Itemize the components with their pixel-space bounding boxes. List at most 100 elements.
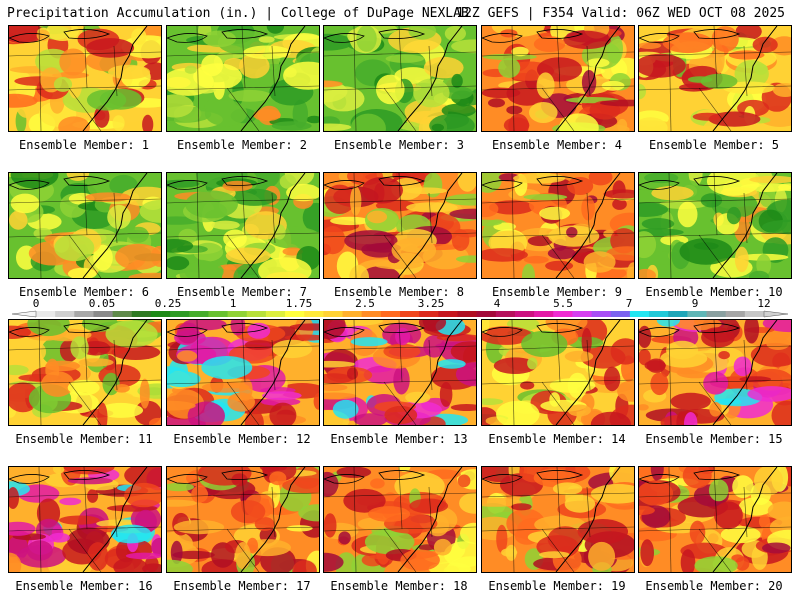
precip-blob	[506, 508, 546, 539]
precip-blob	[709, 402, 722, 417]
precip-blob	[718, 351, 730, 360]
precip-blob	[759, 514, 770, 529]
precip-blob	[496, 524, 508, 553]
state-boundary	[226, 234, 260, 278]
state-boundary	[241, 26, 246, 89]
ensemble-map-panel	[323, 25, 477, 132]
precip-blob	[437, 359, 466, 369]
ensemble-map-panel	[166, 25, 320, 132]
state-boundary	[668, 467, 672, 572]
precip-blob	[94, 105, 110, 128]
precip-blob	[761, 219, 791, 235]
state-boundary	[83, 26, 88, 89]
precip-blob	[244, 340, 274, 350]
colorbar: 0 0.05 0.25 1 1.75 2.5 3.25 4 5.5 7 9 12	[0, 297, 800, 319]
precip-blob	[113, 384, 130, 393]
state-boundary	[38, 320, 42, 425]
precip-blob	[700, 193, 723, 208]
precip-blob	[404, 187, 448, 194]
precip-blob	[708, 533, 719, 544]
coastline	[240, 467, 306, 572]
state-boundary	[167, 526, 319, 532]
precip-blob	[733, 356, 752, 377]
precip-blob	[694, 556, 738, 572]
precip-blob	[581, 328, 592, 355]
colorbar-tick-label: 4	[493, 297, 501, 310]
precip-blob	[128, 272, 161, 278]
precip-blob	[456, 255, 476, 263]
precip-blob	[258, 36, 275, 43]
ensemble-map-panel	[638, 466, 792, 573]
colorbar-tick-label: 3.25	[417, 297, 445, 310]
colorbar-swatch	[687, 311, 708, 317]
state-boundary	[668, 320, 672, 425]
precip-blob	[149, 417, 161, 425]
precip-blob	[511, 503, 532, 511]
state-boundary	[68, 381, 102, 425]
state-boundary	[556, 467, 561, 530]
precip-blob	[102, 372, 120, 396]
precip-blob	[324, 80, 343, 88]
precip-blob	[503, 117, 530, 131]
state-boundary	[38, 467, 42, 572]
precip-blob	[506, 105, 523, 115]
precip-blob	[139, 378, 150, 409]
precip-blob	[720, 526, 761, 544]
precip-map	[639, 26, 791, 131]
precip-map	[167, 320, 319, 425]
precip-blob	[409, 498, 449, 514]
precip-blob	[330, 216, 370, 226]
precip-blob	[732, 475, 754, 499]
precip-blob	[523, 255, 549, 264]
precip-blob	[187, 401, 225, 425]
state-boundary	[9, 85, 161, 91]
precip-blob	[243, 45, 291, 60]
precip-blob	[451, 39, 476, 54]
precip-blob	[223, 229, 247, 248]
precip-blob	[59, 48, 88, 76]
precip-blob	[364, 529, 415, 555]
precip-map	[167, 173, 319, 278]
member-label: Ensemble Member: 16	[15, 579, 153, 593]
ensemble-map-panel	[481, 172, 635, 279]
precip-blob	[493, 357, 537, 374]
precip-map	[639, 467, 791, 572]
precip-blob	[9, 93, 38, 108]
precip-blob	[752, 36, 778, 53]
precip-blob	[677, 201, 698, 228]
colorbar-min-arrow	[11, 310, 37, 318]
precip-blob	[383, 343, 421, 360]
precip-blob	[98, 402, 144, 418]
precip-blob	[123, 230, 150, 239]
precip-blob	[332, 399, 359, 419]
state-boundary	[398, 320, 403, 383]
precip-blob	[353, 413, 388, 425]
precip-blob	[639, 53, 686, 78]
precip-blob	[433, 538, 452, 556]
state-boundary	[383, 381, 417, 425]
precip-blob	[639, 505, 655, 516]
ensemble-map-panel	[638, 172, 792, 279]
precip-blob	[376, 74, 405, 105]
state-boundary	[196, 26, 200, 131]
member-label: Ensemble Member: 11	[15, 432, 153, 446]
precip-blob	[67, 477, 113, 485]
state-boundary	[167, 379, 319, 385]
precip-blob	[108, 64, 151, 80]
ensemble-map-panel	[8, 172, 162, 279]
precip-blob	[767, 501, 791, 521]
precip-blob	[343, 488, 386, 513]
member-label: Ensemble Member: 14	[488, 432, 626, 446]
ensemble-map-panel	[638, 319, 792, 426]
great-lakes-outline	[9, 470, 111, 484]
member-label: Ensemble Member: 18	[330, 579, 468, 593]
state-boundary	[511, 467, 515, 572]
precip-blob	[48, 532, 70, 543]
member-label: Ensemble Member: 2	[176, 138, 308, 152]
precip-blob	[749, 270, 770, 278]
colorbar-tick-label: 0	[32, 297, 40, 310]
precip-blob	[9, 487, 19, 509]
colorbar-swatch	[457, 311, 478, 317]
precip-blob	[734, 246, 749, 273]
state-boundary	[324, 232, 476, 238]
